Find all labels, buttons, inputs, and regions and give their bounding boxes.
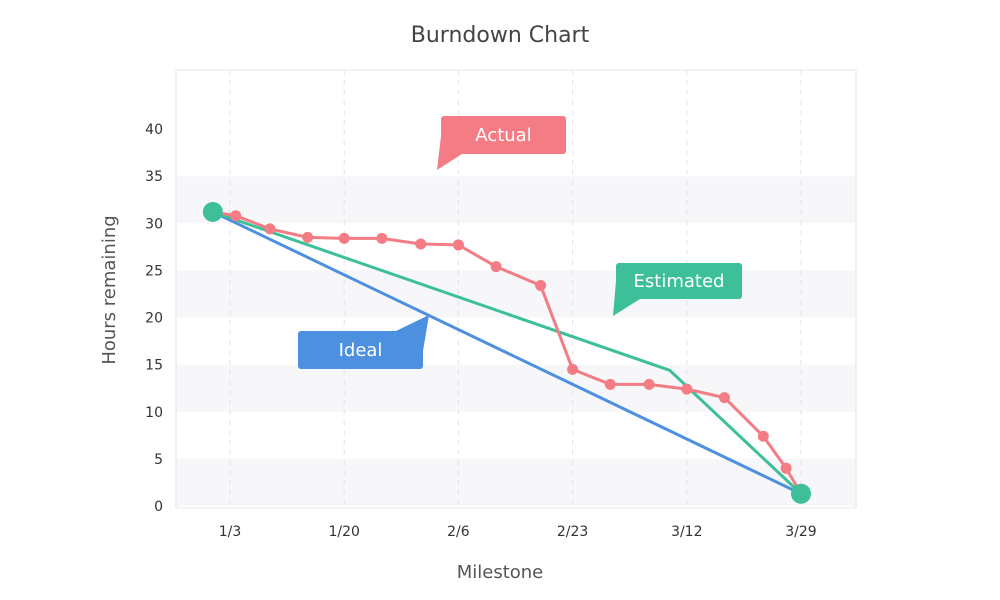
plot-band — [176, 270, 856, 318]
plot-bands — [176, 176, 856, 506]
series-line-actual — [211, 210, 803, 496]
data-point-actual — [780, 462, 792, 474]
x-tick-label: 3/12 — [671, 524, 702, 540]
end-point-marker — [791, 483, 811, 504]
callout-box — [441, 116, 566, 154]
data-point-actual — [757, 430, 769, 442]
x-tick-label: 1/3 — [219, 524, 242, 540]
data-point-actual — [567, 363, 579, 375]
callouts: Actual Estimated Ideal — [298, 116, 742, 369]
data-point-actual — [302, 231, 314, 243]
data-point-actual — [535, 279, 547, 291]
y-tick-label: 35 — [145, 169, 163, 185]
y-axis-ticks: 0 5 10 15 20 25 30 35 40 — [145, 122, 163, 515]
callout-box — [616, 263, 742, 299]
callout-estimated: Estimated — [613, 263, 742, 316]
data-point-actual — [338, 232, 350, 244]
x-tick-label: 3/29 — [785, 524, 816, 540]
data-point-actual — [376, 232, 388, 244]
data-point-actual — [264, 223, 276, 235]
y-tick-label: 10 — [145, 405, 163, 421]
y-tick-label: 5 — [154, 452, 163, 468]
y-tick-label: 25 — [145, 263, 163, 279]
plot-area — [175, 69, 857, 509]
x-axis-ticks: 1/3 1/20 2/6 2/23 3/12 3/29 — [219, 524, 817, 540]
callout-ideal: Ideal — [298, 315, 429, 369]
y-axis-label: Hours remaining — [99, 215, 120, 364]
callout-label: Ideal — [339, 340, 383, 361]
callout-actual: Actual — [437, 116, 566, 170]
plot-band — [176, 364, 856, 412]
y-tick-label: 40 — [145, 122, 163, 138]
y-tick-label: 15 — [145, 358, 163, 374]
data-point-actual — [718, 392, 730, 404]
data-point-actual — [643, 378, 655, 390]
y-tick-label: 20 — [145, 311, 163, 327]
data-point-actual — [681, 383, 693, 395]
series-line-estimated — [211, 210, 803, 496]
data-point-actual — [490, 261, 502, 273]
callout-label: Actual — [475, 125, 531, 146]
x-tick-label: 2/23 — [557, 524, 588, 540]
chart-title: Burndown Chart — [411, 23, 590, 48]
series-lines — [202, 201, 811, 504]
callout-label: Estimated — [634, 271, 725, 292]
x-axis-label: Milestone — [457, 562, 544, 583]
series-line-ideal — [211, 210, 803, 496]
plot-band — [176, 176, 856, 224]
data-point-actual — [415, 238, 427, 250]
y-tick-label: 30 — [145, 216, 163, 232]
plot-band — [176, 458, 856, 506]
data-point-actual — [230, 210, 242, 222]
data-point-actual — [452, 239, 464, 251]
y-tick-label: 0 — [154, 499, 163, 515]
start-point-marker — [202, 201, 223, 222]
callout-box — [298, 331, 423, 369]
data-point-actual — [604, 378, 616, 390]
x-tick-label: 2/6 — [447, 524, 470, 540]
x-tick-label: 1/20 — [328, 524, 359, 540]
